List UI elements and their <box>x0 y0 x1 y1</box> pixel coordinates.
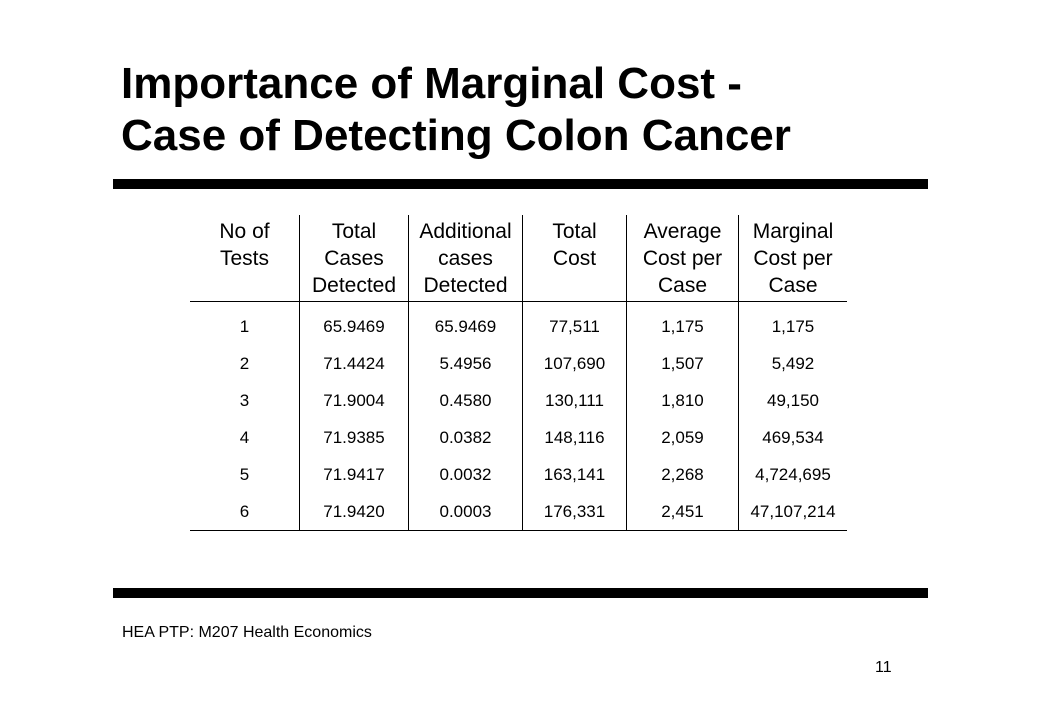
cell-no-of-tests: 3 <box>239 390 250 410</box>
header-text: Case <box>657 274 708 297</box>
cell-no-of-tests: 4 <box>239 427 250 447</box>
slide-title-line-2: Case of Detecting Colon Cancer <box>121 111 791 160</box>
slide-title-line-1: Importance of Marginal Cost - <box>121 59 742 108</box>
table-row: 1 65.9469 65.9469 77,511 1,175 1,175 <box>190 301 847 345</box>
table-row: 5 71.9417 0.0032 163,141 2,268 4,724,695 <box>190 456 847 493</box>
header-text: Additional <box>419 220 512 243</box>
cell-marginal-cost: 47,107,214 <box>738 493 847 531</box>
cell-additional-cases: 0.0382 <box>408 419 523 456</box>
cell-additional-cases: 5.4956 <box>408 345 523 382</box>
marginal-cost-table: No of Tests Total Cases Detected Additio… <box>190 215 847 531</box>
cell-total-cost: 163,141 <box>522 456 627 493</box>
cell-no-of-tests: 2 <box>239 353 250 373</box>
cell-average-cost: 2,268 <box>626 456 739 493</box>
cell-additional-cases: 0.4580 <box>408 382 523 419</box>
cell-marginal-cost: 1,175 <box>738 301 847 345</box>
header-text: Case <box>768 274 818 297</box>
header-text: Cost per <box>753 247 833 270</box>
header-text: Total <box>552 220 597 243</box>
cell-no-of-tests: 5 <box>239 464 250 484</box>
bottom-divider <box>113 588 928 598</box>
table-row: 4 71.9385 0.0382 148,116 2,059 469,534 <box>190 419 847 456</box>
header-text: No of <box>219 220 270 243</box>
cell-total-cost: 77,511 <box>522 301 627 345</box>
header-text: Detected <box>423 274 508 297</box>
header-text: Average <box>643 220 722 243</box>
cell-additional-cases: 0.0032 <box>408 456 523 493</box>
header-total-cases-detected: Total Cases Detected <box>299 215 409 302</box>
cell-average-cost: 1,810 <box>626 382 739 419</box>
cell-total-cost: 176,331 <box>522 493 627 531</box>
header-total-cost: Total Cost <box>522 215 627 302</box>
cell-additional-cases: 65.9469 <box>408 301 523 345</box>
cell-no-of-tests: 1 <box>239 316 250 336</box>
header-average-cost-per-case: Average Cost per Case <box>626 215 739 302</box>
table-row: 3 71.9004 0.4580 130,111 1,810 49,150 <box>190 382 847 419</box>
table-row: 2 71.4424 5.4956 107,690 1,507 5,492 <box>190 345 847 382</box>
cell-average-cost: 2,451 <box>626 493 739 531</box>
header-text: cases <box>438 247 493 270</box>
cell-additional-cases: 0.0003 <box>408 493 523 531</box>
cell-average-cost: 2,059 <box>626 419 739 456</box>
cell-total-cases: 71.4424 <box>299 345 409 382</box>
header-text: Cost per <box>642 247 723 270</box>
page-number: 11 <box>875 659 892 676</box>
header-text: Cases <box>324 247 384 270</box>
cell-marginal-cost: 469,534 <box>738 419 847 456</box>
cell-no-of-tests: 6 <box>190 493 300 531</box>
cell-total-cases: 71.9420 <box>299 493 409 531</box>
header-text: Cost <box>552 247 597 270</box>
slide-title: Importance of Marginal Cost - Case of De… <box>121 58 941 162</box>
header-no-of-tests: No of Tests <box>190 215 300 302</box>
top-divider <box>113 179 928 189</box>
table-row: 6 71.9420 0.0003 176,331 2,451 47,107,21… <box>190 493 847 531</box>
cell-total-cases: 71.9004 <box>299 382 409 419</box>
header-marginal-cost-per-case: Marginal Cost per Case <box>738 215 847 302</box>
header-text: Detected <box>311 274 397 297</box>
header-text: Marginal <box>752 220 834 243</box>
cell-marginal-cost: 5,492 <box>738 345 847 382</box>
cell-average-cost: 1,507 <box>626 345 739 382</box>
cell-total-cases: 71.9417 <box>299 456 409 493</box>
cell-total-cost: 148,116 <box>522 419 627 456</box>
cell-total-cost: 130,111 <box>522 382 627 419</box>
header-additional-cases-detected: Additional cases Detected <box>408 215 523 302</box>
header-text: Total <box>331 220 377 243</box>
cell-total-cases: 71.9385 <box>299 419 409 456</box>
footer-course-label: HEA PTP: M207 Health Economics <box>122 624 372 641</box>
table-header-row: No of Tests Total Cases Detected Additio… <box>190 215 847 302</box>
cell-marginal-cost: 49,150 <box>738 382 847 419</box>
cell-marginal-cost: 4,724,695 <box>738 456 847 493</box>
cell-total-cases: 65.9469 <box>299 301 409 345</box>
header-text: Tests <box>219 247 269 270</box>
cell-total-cost: 107,690 <box>522 345 627 382</box>
cell-average-cost: 1,175 <box>626 301 739 345</box>
